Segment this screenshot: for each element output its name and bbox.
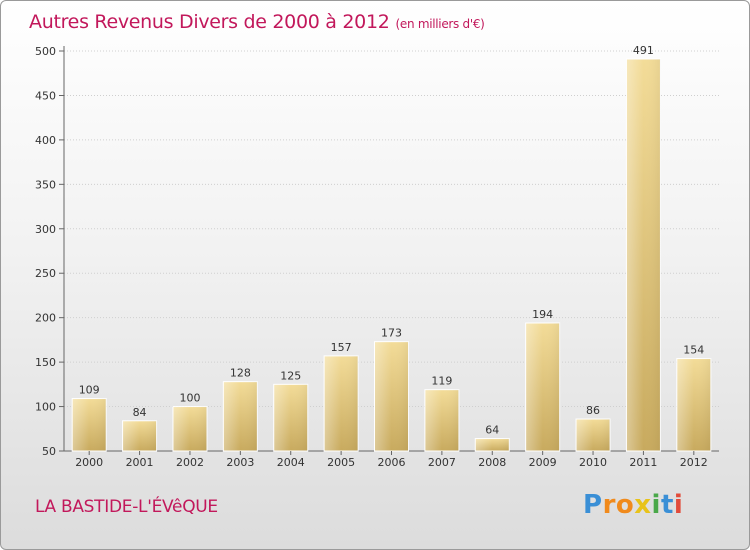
value-label: 86: [586, 404, 600, 417]
value-label: 84: [133, 406, 147, 419]
x-tick-label: 2010: [579, 456, 607, 469]
value-label: 154: [683, 344, 704, 357]
bar-shine: [273, 384, 308, 451]
x-tick-label: 2004: [277, 456, 305, 469]
bar-shine: [525, 323, 560, 451]
x-tick-label: 2002: [176, 456, 204, 469]
value-label: 128: [230, 367, 251, 380]
x-tick-label: 2009: [529, 456, 557, 469]
y-tick-label: 100: [35, 401, 56, 414]
value-label: 157: [331, 341, 352, 354]
value-label: 491: [633, 44, 654, 57]
bar-shine: [424, 389, 459, 451]
bar-shine: [576, 419, 611, 451]
x-tick-label: 2003: [226, 456, 254, 469]
logo-letter: o: [615, 490, 635, 520]
value-label: 64: [485, 424, 499, 437]
x-tick-label: 2000: [75, 456, 103, 469]
y-tick-label: 50: [42, 445, 56, 458]
y-tick-label: 500: [35, 45, 56, 58]
x-tick-label: 2011: [629, 456, 657, 469]
logo-letter: x: [634, 490, 652, 520]
y-tick-label: 300: [35, 223, 56, 236]
x-tick-label: 2007: [428, 456, 456, 469]
chart-title-text: Autres Revenus Divers de 2000 à 2012: [29, 11, 390, 33]
chart-subtitle: (en milliers d'€): [395, 17, 485, 31]
logo-letter: t: [660, 490, 674, 520]
x-tick-label: 2012: [680, 456, 708, 469]
bar-shine: [374, 341, 409, 451]
logo-letter: i: [651, 490, 661, 520]
bar-shine: [626, 59, 661, 451]
logo-letter: P: [583, 490, 603, 520]
value-label: 119: [431, 375, 452, 388]
y-tick-label: 400: [35, 134, 56, 147]
bar-shine: [122, 420, 157, 451]
y-tick-label: 350: [35, 178, 56, 191]
y-tick-label: 250: [35, 267, 56, 280]
logo-letter: r: [602, 490, 616, 520]
y-tick-label: 150: [35, 356, 56, 369]
value-label: 194: [532, 308, 553, 321]
bar-shine: [172, 406, 207, 451]
bar-shine: [223, 381, 258, 451]
bar-shine: [324, 355, 359, 451]
proxiti-logo: Proxiti: [583, 490, 683, 520]
value-label: 109: [79, 384, 100, 397]
location-name: LA BASTIDE-L'ÉVêQUE: [35, 497, 218, 517]
x-tick-label: 2008: [478, 456, 506, 469]
x-tick-label: 2001: [126, 456, 154, 469]
chart-title: Autres Revenus Divers de 2000 à 2012 (en …: [29, 11, 485, 33]
value-label: 125: [280, 369, 301, 382]
bar-shine: [72, 398, 107, 451]
bar-shine: [475, 438, 510, 451]
value-label: 173: [381, 327, 402, 340]
y-tick-label: 450: [35, 89, 56, 102]
x-tick-label: 2006: [378, 456, 406, 469]
x-tick-label: 2005: [327, 456, 355, 469]
y-tick-label: 200: [35, 312, 56, 325]
value-label: 100: [179, 392, 200, 405]
bar-shine: [676, 358, 711, 451]
logo-letter: i: [673, 490, 684, 520]
